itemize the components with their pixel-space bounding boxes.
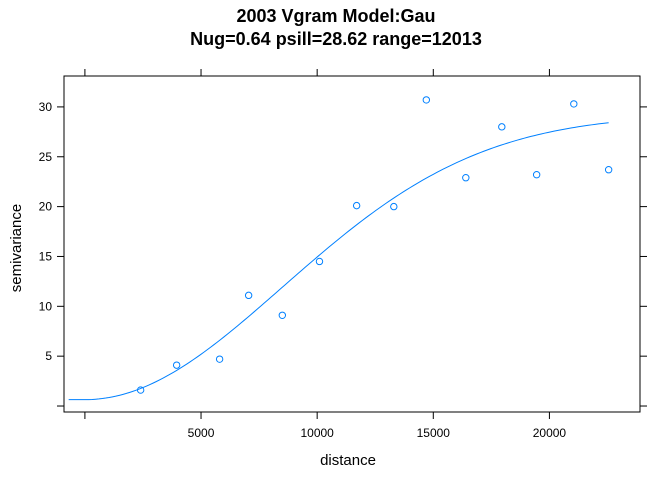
points-layer [136, 96, 613, 394]
data-point [352, 201, 361, 210]
data-point [172, 361, 181, 369]
x-tick-label: 15000 [417, 426, 451, 440]
y-tick-label: 15 [39, 249, 53, 263]
data-point [532, 171, 541, 179]
x-tick-label: 20000 [533, 426, 567, 440]
data-point [498, 123, 506, 131]
y-tick-label: 20 [39, 200, 53, 214]
x-tick-label: 10000 [300, 426, 334, 440]
y-tick-label: 25 [39, 150, 53, 164]
data-point [315, 257, 324, 266]
data-point [244, 291, 253, 300]
data-point [136, 386, 145, 394]
data-point [570, 100, 578, 108]
y-tick-label: 10 [39, 299, 53, 313]
data-point [462, 173, 470, 182]
data-point [604, 166, 613, 174]
model-curve [68, 122, 609, 401]
axes: 5000 10000 15000 20000 5 10 15 20 25 30 [39, 69, 647, 440]
chart-subtitle: Nug=0.64 psill=28.62 range=12013 [190, 29, 482, 49]
x-tick-label: 5000 [188, 426, 215, 440]
data-point [422, 96, 431, 104]
data-point [278, 311, 287, 319]
plot-frame [63, 75, 641, 413]
y-axis-label: semivariance [8, 204, 25, 292]
x-axis-label: distance [320, 452, 376, 469]
data-point [215, 355, 224, 363]
y-tick-label: 5 [45, 349, 52, 363]
chart-title: 2003 Vgram Model:Gau [236, 6, 436, 26]
model-curve-layer [68, 122, 609, 401]
data-point [390, 202, 398, 211]
y-tick-label: 30 [39, 100, 53, 114]
